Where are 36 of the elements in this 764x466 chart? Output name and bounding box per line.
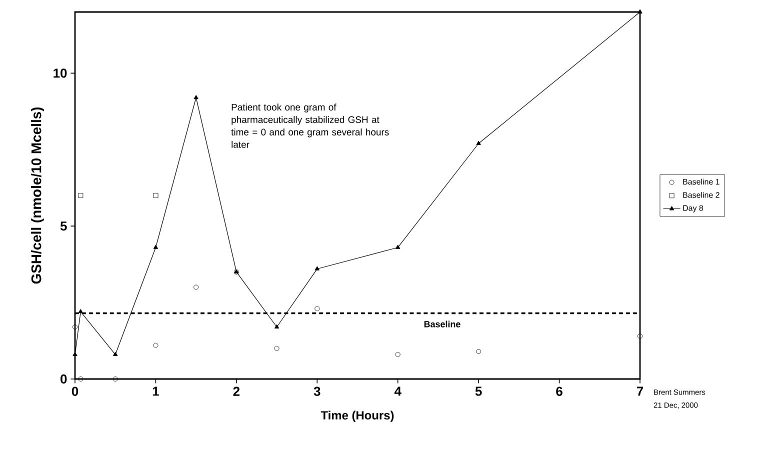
y-tick-label: 5 <box>60 222 67 231</box>
point <box>72 324 78 330</box>
point <box>194 95 198 100</box>
x-tick-label: 4 <box>394 386 402 396</box>
x-tick-label: 3 <box>314 386 320 396</box>
x-tick-label: 2 <box>233 386 240 396</box>
point <box>153 342 158 348</box>
point <box>78 376 84 382</box>
x-tick-label: 6 <box>556 386 562 396</box>
x-tick-label: 1 <box>152 386 159 396</box>
point <box>274 346 280 351</box>
point <box>153 244 158 249</box>
point <box>638 334 642 339</box>
point <box>153 193 158 198</box>
y-tick-label: 0 <box>60 374 67 384</box>
x-axis-title: Time (Hours) <box>320 410 394 422</box>
ref-line-label: Baseline <box>424 320 460 328</box>
point <box>476 348 482 354</box>
point <box>314 306 320 312</box>
point <box>476 140 481 145</box>
point <box>112 376 118 382</box>
point <box>274 324 280 328</box>
y-axis-title: GSH/cell (nmole/10 Mcells) <box>30 107 44 284</box>
x-tick-label: 7 <box>636 386 644 396</box>
point <box>395 352 400 358</box>
y-tick-label: 10 <box>54 68 67 78</box>
annotation: Patient took one gram of pharmaceutically stabilized GSH at time = 0 and one gram several hours later <box>231 104 389 148</box>
point <box>113 352 118 356</box>
point <box>396 244 400 249</box>
point <box>78 309 83 314</box>
point <box>194 284 199 290</box>
x-tick-label: 0 <box>72 386 78 396</box>
x-tick-label: 5 <box>475 386 482 396</box>
point <box>638 9 642 14</box>
point <box>78 193 84 198</box>
point <box>314 266 320 270</box>
